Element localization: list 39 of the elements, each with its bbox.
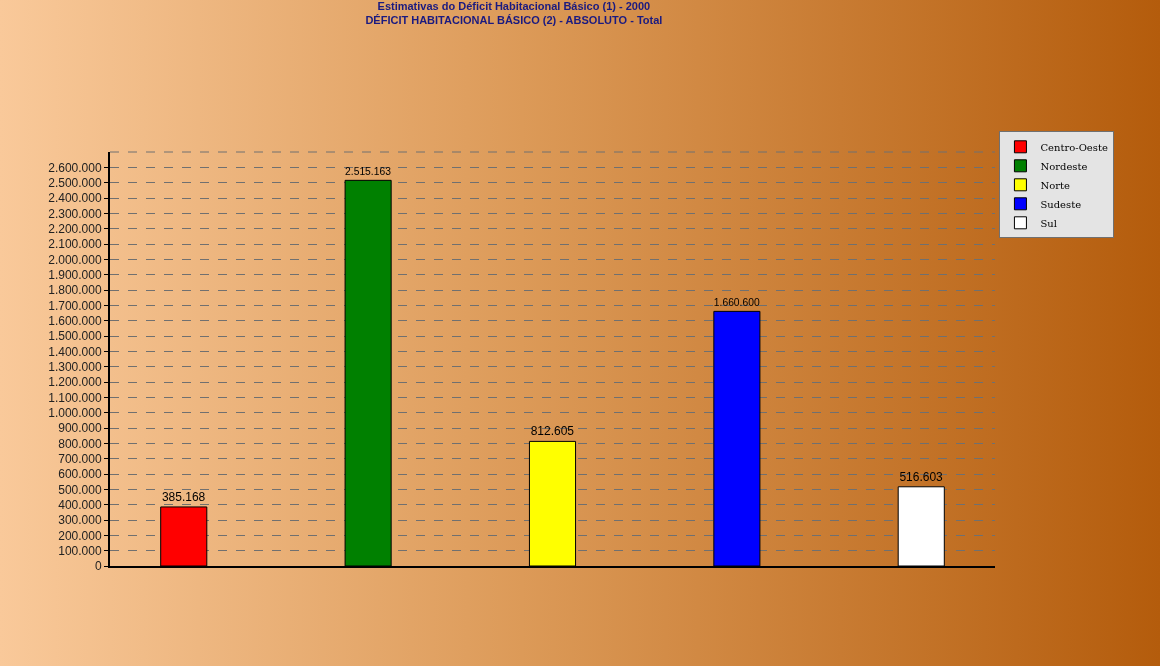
y-tick-label: 2.600.000 bbox=[48, 160, 102, 175]
y-tick-label: 200.000 bbox=[58, 528, 102, 543]
chart-subtitle: DÉFICIT HABITACIONAL BÁSICO (2) - ABSOLUTO - Total bbox=[365, 14, 663, 27]
y-tick-label: 300.000 bbox=[58, 513, 102, 528]
y-tick-label: 0 bbox=[94, 559, 102, 574]
y-tick-label: 100.000 bbox=[58, 543, 102, 558]
y-tick-label: 400.000 bbox=[58, 497, 102, 512]
y-tick-label: 600.000 bbox=[58, 467, 102, 482]
y-tick-label: 2.000.000 bbox=[48, 252, 102, 267]
data-label: 516.603 bbox=[899, 469, 944, 484]
data-label: 2.515.163 bbox=[345, 165, 392, 177]
data-label: 385.168 bbox=[161, 489, 206, 504]
data-label: 812.605 bbox=[530, 424, 575, 439]
y-tick-label: 700.000 bbox=[58, 451, 102, 466]
legend-label: Centro-Oeste bbox=[1040, 141, 1108, 153]
chart-title: Estimativas do Déficit Habitacional Básico (1) - 2000 bbox=[377, 0, 651, 12]
y-tick-label: 800.000 bbox=[58, 436, 102, 451]
y-tick-label: 1.300.000 bbox=[48, 359, 102, 374]
y-tick-label: 1.500.000 bbox=[48, 329, 102, 344]
y-tick-label: 2.400.000 bbox=[48, 191, 102, 206]
legend-label: Nordeste bbox=[1040, 160, 1088, 172]
y-tick-label: 1.100.000 bbox=[48, 390, 102, 405]
y-tick-label: 500.000 bbox=[58, 482, 102, 497]
y-tick-label: 2.300.000 bbox=[48, 206, 102, 221]
y-tick-label: 2.200.000 bbox=[48, 221, 102, 236]
y-tick-label: 1.900.000 bbox=[48, 267, 102, 282]
y-tick-label: 1.000.000 bbox=[48, 405, 102, 420]
y-tick-label: 1.700.000 bbox=[48, 298, 102, 313]
data-label: 1.660.600 bbox=[713, 296, 760, 308]
y-tick-label: 1.200.000 bbox=[48, 375, 102, 390]
y-tick-label: 1.400.000 bbox=[48, 344, 102, 359]
y-tick-label: 1.600.000 bbox=[48, 313, 102, 328]
legend-label: Sudeste bbox=[1040, 198, 1082, 210]
y-tick-label: 2.500.000 bbox=[48, 175, 102, 190]
y-tick-label: 1.800.000 bbox=[48, 283, 102, 298]
y-tick-label: 2.100.000 bbox=[48, 237, 102, 252]
legend-label: Sul bbox=[1040, 217, 1057, 229]
y-tick-label: 900.000 bbox=[58, 421, 102, 436]
legend-label: Norte bbox=[1040, 179, 1070, 191]
